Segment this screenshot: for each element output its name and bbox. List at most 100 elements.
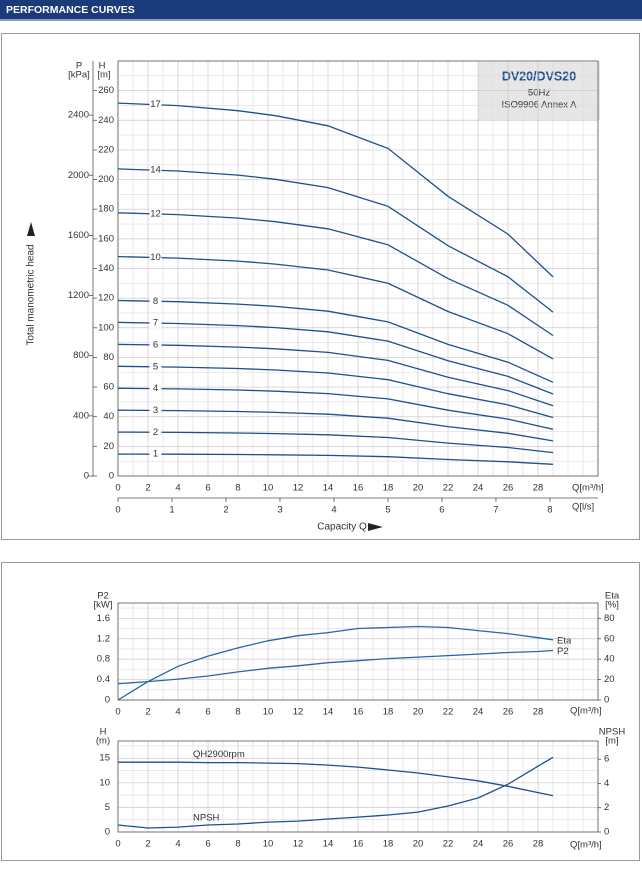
y-tick-label: 0.4 (97, 674, 110, 685)
x-tick-label: 14 (323, 707, 334, 718)
series-line (117, 756, 554, 829)
plot-frame (117, 60, 599, 477)
x-tick-label: 8 (235, 839, 240, 850)
y2-tick-label: 40 (604, 654, 615, 665)
x-tick-label: 16 (353, 839, 364, 850)
y2-tick-label: 400 (73, 410, 89, 421)
label-gap (149, 296, 162, 307)
y2-axis-label: NPSH (599, 727, 626, 738)
x-tick-label: 24 (473, 483, 484, 494)
y2-tick-label: 6 (604, 754, 609, 765)
x-tick-label: 2 (145, 483, 150, 494)
y-tick-label: 240 (98, 115, 114, 126)
series-line (117, 102, 554, 278)
y2-tick-label: 0 (604, 695, 609, 706)
y2-tick-label: 4 (604, 778, 609, 789)
y-axis-label: H (100, 727, 107, 738)
label-gap (149, 208, 162, 219)
x-tick-label: 20 (413, 707, 424, 718)
series-label: 4 (153, 383, 158, 394)
x-tick-label: 2 (145, 707, 150, 718)
plot-frame (117, 740, 599, 833)
y-tick-label: 1.2 (97, 633, 110, 644)
plots: 0 2 4 6 8 10 12 14 16 18 20 22 24 26 28020406080100120… (68, 61, 625, 851)
x-tick-label: 12 (293, 483, 304, 494)
series-label: 10 (150, 252, 161, 263)
y-tick-label: 10 (99, 777, 110, 788)
header-bar (0, 0, 642, 19)
y-axis-unit: (m) (96, 736, 110, 747)
header-title: PERFORMANCE CURVES (6, 4, 135, 16)
y-tick-label: 120 (98, 293, 114, 304)
series-line (117, 365, 554, 419)
arrow (368, 523, 383, 531)
x-tick-label: 0 (115, 483, 120, 494)
y-tick-label: 100 (98, 322, 114, 333)
label-gap (149, 318, 162, 329)
series-label: 3 (153, 405, 158, 416)
series-line (117, 387, 554, 430)
y-tick-label: 220 (98, 144, 114, 155)
y-tick-label: 40 (103, 411, 114, 422)
x2-tick-label: 1 (169, 505, 174, 516)
x-tick-label: 28 (533, 707, 544, 718)
x-axis-label: Q[m³/h] (570, 840, 602, 851)
legend-line: ISO9906 Annex A (501, 100, 577, 111)
x-tick-label: 26 (503, 707, 514, 718)
y2-axis-unit: [m] (605, 736, 618, 747)
label-gap (149, 252, 162, 263)
x-tick-label: 4 (175, 839, 180, 850)
x-tick-label: 8 (235, 483, 240, 494)
y2-tick-label: 60 (604, 633, 615, 644)
series-line (117, 409, 554, 442)
x-tick-label: 6 (205, 483, 210, 494)
y-tick-label: 180 (98, 204, 114, 215)
x-tick-label: 28 (533, 839, 544, 850)
x2-axis-label: Q[l/s] (572, 502, 594, 513)
y2-tick-label: 2000 (68, 170, 89, 181)
series-label: 5 (153, 361, 158, 372)
x-axis-label: Q[m³/h] (572, 483, 604, 494)
series-line (117, 255, 554, 360)
series-line (117, 212, 554, 337)
series-line (117, 453, 554, 465)
y-tick-label: 15 (99, 753, 110, 764)
x2-tick-label: 4 (331, 505, 336, 516)
x-tick-label: 4 (175, 483, 180, 494)
y-tick-label: 80 (103, 352, 114, 363)
x-tick-label: 10 (263, 483, 274, 494)
x-tick-label: 12 (293, 839, 304, 850)
y-axis-label: P2 (97, 591, 109, 602)
y2-tick-label: 1600 (68, 230, 89, 241)
x-tick-label: 22 (443, 707, 454, 718)
y2-axis-unit: [kPa] (68, 70, 90, 81)
x-tick-label: 10 (263, 707, 274, 718)
series-label: 12 (150, 208, 161, 219)
x-tick-label: 22 (443, 483, 454, 494)
y-tick-label: 0 (109, 471, 114, 482)
series-line (117, 343, 554, 407)
x-tick-label: 10 (263, 839, 274, 850)
y-tick-label: 20 (103, 441, 114, 452)
x-tick-label: 18 (383, 839, 394, 850)
y2-axis-unit: [%] (605, 600, 619, 611)
x-tick-label: 18 (383, 483, 394, 494)
legend-line: 50Hz (528, 88, 550, 99)
x-tick-label: 12 (293, 707, 304, 718)
series-label: Eta (557, 635, 572, 646)
legend-title: DV20/DVS20 (502, 69, 576, 83)
y2-tick-label: 1200 (68, 290, 89, 301)
series-label: P2 (557, 646, 569, 657)
x-tick-label: 16 (353, 707, 364, 718)
panel (1, 33, 640, 540)
x-tick-label: 18 (383, 707, 394, 718)
label-gap (149, 361, 162, 372)
y2-axis-label: P (76, 61, 82, 72)
series-line (117, 625, 554, 701)
y-axis-title: Total manometric head (26, 244, 37, 345)
y-tick-label: 0 (105, 695, 110, 706)
x-tick-label: 26 (503, 839, 514, 850)
x2-tick-label: 2 (223, 505, 228, 516)
x-tick-label: 0 (115, 839, 120, 850)
x-tick-label: 26 (503, 483, 514, 494)
